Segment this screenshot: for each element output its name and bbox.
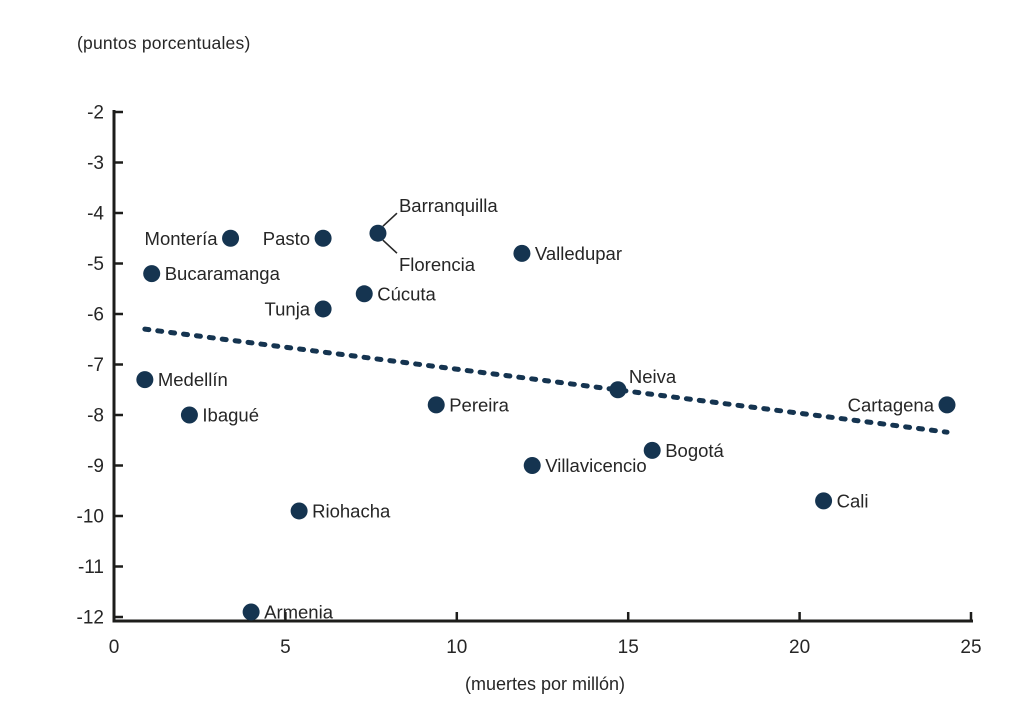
- y-tick-label: -12: [77, 608, 104, 629]
- y-tick-label: -5: [87, 254, 104, 275]
- y-tick-label: -4: [87, 204, 104, 225]
- label-cali: Cali: [837, 490, 869, 511]
- y-tick-label: -10: [77, 507, 104, 528]
- x-tick-label: 15: [618, 637, 639, 658]
- label-monteria: Montería: [145, 228, 219, 249]
- point-cali: [815, 492, 833, 510]
- point-riohacha: [290, 502, 308, 520]
- label-ibague: Ibagué: [202, 405, 259, 426]
- label-florencia: Florencia: [399, 254, 476, 275]
- label-cucuta: Cúcuta: [377, 283, 436, 304]
- point-valledupar: [513, 244, 531, 262]
- point-neiva: [609, 381, 627, 399]
- y-tick-label: -7: [87, 355, 104, 376]
- y-tick-label: -3: [87, 153, 104, 174]
- label-riohacha: Riohacha: [312, 500, 391, 521]
- point-barranquilla: [369, 224, 387, 242]
- label-tunja: Tunja: [265, 298, 311, 319]
- x-tick-label: 0: [109, 637, 120, 658]
- point-pasto: [314, 229, 332, 247]
- y-tick-label: -2: [87, 103, 104, 124]
- point-medellin: [136, 371, 154, 389]
- point-bogota: [643, 441, 661, 459]
- leader-line-barranquilla: [382, 212, 398, 227]
- y-axis-unit-title: (puntos porcentuales): [77, 33, 251, 53]
- y-tick-label: -8: [87, 406, 104, 427]
- point-monteria: [222, 229, 240, 247]
- label-barranquilla: Barranquilla: [399, 195, 498, 216]
- leader-line-florencia: [382, 239, 398, 254]
- x-tick-label: 5: [280, 637, 291, 658]
- label-valledupar: Valledupar: [535, 243, 622, 264]
- point-cucuta: [355, 285, 373, 303]
- label-villavicencio: Villavicencio: [545, 455, 646, 476]
- point-ibague: [180, 406, 198, 424]
- point-tunja: [314, 300, 332, 318]
- label-armenia: Armenia: [264, 601, 334, 622]
- label-pereira: Pereira: [449, 394, 509, 415]
- label-bogota: Bogotá: [665, 440, 724, 461]
- label-neiva: Neiva: [629, 366, 677, 387]
- x-axis-title: (muertes por millón): [464, 674, 626, 694]
- x-tick-label: 10: [446, 637, 467, 658]
- point-armenia: [242, 603, 260, 621]
- y-tick-label: -6: [87, 305, 104, 326]
- point-cartagena: [938, 396, 956, 414]
- label-cartagena: Cartagena: [848, 394, 935, 415]
- point-bucaramanga: [143, 265, 161, 283]
- y-tick-label: -9: [87, 456, 104, 477]
- point-villavicencio: [523, 457, 541, 474]
- label-medellin: Medellín: [158, 369, 228, 390]
- point-pereira: [427, 396, 445, 414]
- y-tick-label: -11: [78, 557, 104, 578]
- trend-line: [142, 326, 950, 435]
- label-bucaramanga: Bucaramanga: [165, 263, 281, 284]
- x-tick-label: 25: [960, 637, 981, 658]
- x-tick-label: 20: [789, 637, 810, 658]
- label-pasto: Pasto: [263, 228, 310, 249]
